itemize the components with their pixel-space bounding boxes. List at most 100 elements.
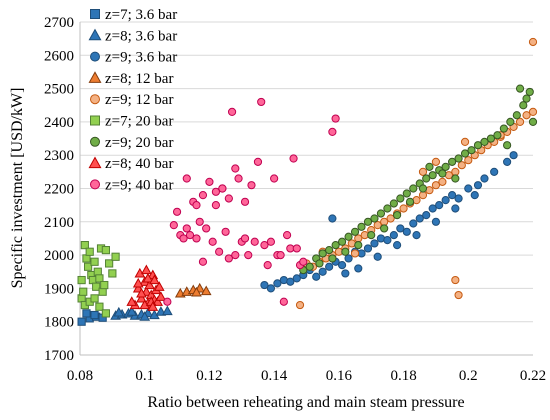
data-point: [113, 306, 125, 317]
data-point: [244, 251, 253, 260]
data-point: [328, 127, 337, 136]
legend-item: z=8; 40 bar: [88, 156, 173, 172]
data-point: [460, 149, 470, 158]
data-point: [441, 196, 450, 205]
data-point: [438, 177, 447, 186]
legend-label: z=8; 3.6 bar: [105, 28, 177, 44]
data-point: [292, 244, 301, 253]
data-point: [260, 241, 269, 250]
legend-label: z=7; 3.6 bar: [105, 7, 177, 23]
data-point: [77, 317, 86, 326]
data-point: [172, 207, 182, 216]
data-point: [105, 259, 114, 268]
data-point: [221, 227, 230, 236]
data-point: [396, 224, 405, 233]
data-point: [337, 237, 347, 246]
data-point: [354, 264, 363, 273]
data-point: [337, 260, 347, 270]
legend-item: z=8; 12 bar: [88, 71, 173, 87]
data-point: [111, 252, 120, 261]
series-0: [77, 309, 107, 326]
data-point: [486, 134, 496, 143]
series-2: [260, 151, 518, 293]
data-point: [393, 211, 402, 220]
data-point: [95, 302, 104, 311]
data-point: [211, 187, 220, 196]
data-point: [512, 111, 521, 120]
data-point: [405, 197, 415, 206]
data-point: [152, 296, 164, 306]
data-point: [480, 174, 489, 183]
data-point: [191, 286, 202, 297]
data-point: [399, 204, 408, 213]
data-point: [431, 181, 441, 190]
data-point: [77, 294, 86, 303]
y-tick-label: 2300: [44, 148, 74, 164]
x-tick-label: 0.18: [390, 368, 416, 384]
data-point: [519, 101, 528, 110]
data-point: [253, 157, 263, 166]
data-point: [389, 231, 398, 240]
data-point: [331, 114, 340, 123]
data-point: [218, 184, 227, 193]
legend-marker: [90, 51, 100, 62]
data-point: [470, 191, 479, 200]
data-point: [163, 297, 172, 306]
data-point: [425, 162, 434, 171]
legend-marker: [90, 9, 100, 19]
data-point: [341, 247, 350, 256]
data-point: [234, 174, 243, 183]
data-point: [402, 227, 411, 236]
data-point: [192, 201, 201, 210]
data-point: [211, 201, 220, 210]
data-point: [315, 259, 324, 268]
data-point: [422, 174, 431, 183]
x-tick-label: 0.2: [459, 368, 478, 384]
legend-label: z=9; 40 bar: [105, 177, 173, 193]
data-point: [451, 275, 460, 285]
x-tick-label: 0.12: [196, 368, 222, 384]
data-point: [344, 254, 353, 263]
y-tick-label: 1800: [44, 315, 74, 331]
data-point: [528, 107, 538, 117]
data-point: [240, 234, 250, 243]
data-point: [515, 84, 525, 93]
legend-item: z=9; 20 bar: [90, 135, 173, 151]
data-point: [350, 227, 360, 236]
data-point: [270, 174, 279, 183]
data-point: [402, 189, 411, 198]
data-point: [155, 291, 167, 301]
data-point: [231, 251, 240, 260]
y-tick-label: 2200: [44, 182, 74, 198]
data-point: [231, 164, 240, 173]
data-point: [341, 269, 350, 278]
data-point: [493, 131, 502, 140]
data-point: [257, 97, 266, 107]
legend-item: z=7; 3.6 bar: [90, 7, 177, 23]
data-point: [92, 282, 101, 291]
data-point: [299, 257, 308, 266]
data-point: [286, 277, 295, 286]
data-point: [182, 174, 191, 183]
data-point: [149, 274, 160, 285]
data-point: [373, 221, 382, 230]
data-points: [77, 37, 538, 326]
x-tick-label: 0.14: [261, 368, 288, 384]
data-point: [80, 241, 89, 250]
data-point: [380, 224, 389, 233]
data-point: [415, 214, 424, 223]
data-point: [409, 184, 418, 193]
data-point: [85, 247, 94, 256]
data-point: [428, 171, 437, 180]
data-point: [503, 157, 512, 166]
data-point: [464, 156, 473, 165]
data-point: [295, 300, 305, 310]
data-point: [147, 301, 159, 311]
data-point: [325, 246, 334, 255]
data-point: [383, 204, 392, 213]
legend-label: z=9; 20 bar: [105, 135, 173, 151]
data-point: [451, 174, 460, 183]
data-point: [132, 277, 144, 288]
data-point: [139, 311, 151, 321]
data-point: [418, 191, 428, 200]
